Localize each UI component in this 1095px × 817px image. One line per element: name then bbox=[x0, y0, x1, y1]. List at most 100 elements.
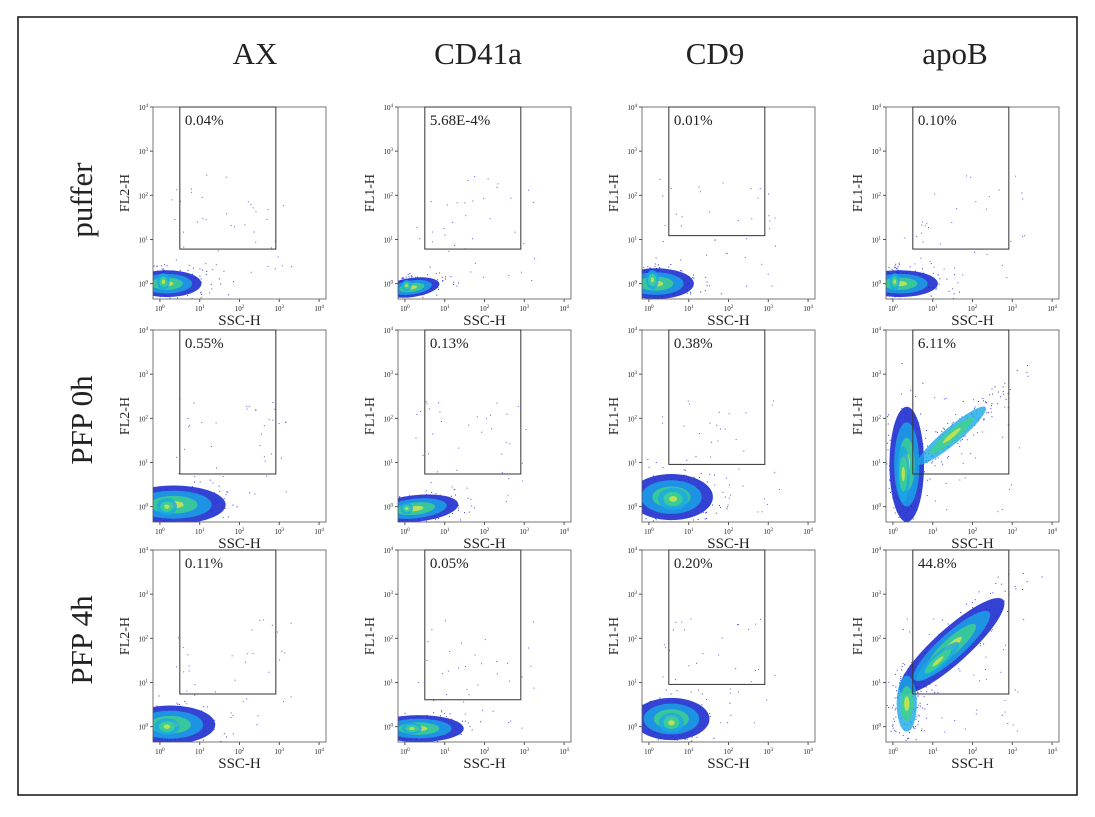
dot bbox=[487, 178, 489, 180]
dot bbox=[720, 722, 722, 724]
dot bbox=[247, 201, 249, 203]
dot bbox=[248, 405, 250, 407]
dot bbox=[1016, 370, 1018, 372]
dot bbox=[973, 434, 975, 436]
scatter-panel: 0.04%100100101101102102103103104104SSC-H… bbox=[118, 104, 327, 329]
dot bbox=[425, 490, 427, 492]
dot bbox=[975, 201, 977, 203]
dot bbox=[921, 728, 923, 730]
y-tick-label: 102 bbox=[384, 635, 394, 643]
tick-base: 10 bbox=[139, 415, 147, 423]
y-tick-label: 101 bbox=[139, 679, 149, 687]
y-tick-label: 102 bbox=[139, 635, 149, 643]
dot bbox=[917, 706, 919, 708]
dot bbox=[1003, 600, 1005, 602]
dot bbox=[222, 517, 224, 519]
dot bbox=[888, 465, 890, 467]
dot bbox=[728, 484, 730, 486]
dot bbox=[654, 265, 656, 267]
y-tick-label: 102 bbox=[384, 192, 394, 200]
x-axis-label: SSC-H bbox=[218, 313, 261, 329]
dot bbox=[225, 736, 227, 738]
dot bbox=[659, 178, 661, 180]
dot bbox=[898, 517, 900, 519]
dot bbox=[474, 175, 476, 177]
dot bbox=[469, 726, 471, 728]
y-tick-label: 101 bbox=[384, 459, 394, 467]
dot bbox=[220, 283, 222, 285]
dot bbox=[647, 266, 649, 268]
dot bbox=[179, 269, 181, 271]
tick-base: 10 bbox=[1047, 305, 1055, 313]
dot bbox=[690, 291, 692, 293]
dot bbox=[973, 408, 975, 410]
tick-base: 10 bbox=[275, 528, 283, 536]
dot bbox=[772, 400, 774, 402]
tick-base: 10 bbox=[628, 504, 636, 512]
dot bbox=[274, 268, 276, 270]
dot bbox=[914, 727, 916, 729]
tick-base: 10 bbox=[872, 504, 880, 512]
dot bbox=[169, 297, 171, 299]
tick-exponent: 4 bbox=[566, 528, 569, 533]
tick-base: 10 bbox=[480, 748, 488, 756]
gate-percentage: 5.68E-4% bbox=[430, 113, 490, 129]
dot bbox=[893, 720, 895, 722]
dot bbox=[728, 413, 730, 415]
dot bbox=[727, 722, 729, 724]
dot bbox=[973, 674, 975, 676]
dot bbox=[983, 418, 985, 420]
tick-exponent: 4 bbox=[391, 104, 394, 109]
dot bbox=[665, 689, 667, 691]
tick-exponent: 4 bbox=[1054, 305, 1057, 310]
density-cloud bbox=[409, 727, 415, 731]
dot bbox=[440, 420, 442, 422]
dot bbox=[891, 725, 893, 727]
tick-base: 10 bbox=[684, 305, 692, 313]
dot bbox=[214, 492, 216, 494]
tick-base: 10 bbox=[764, 305, 772, 313]
dot bbox=[470, 498, 472, 500]
x-tick-label: 104 bbox=[559, 748, 569, 756]
dot bbox=[1009, 389, 1011, 391]
dot bbox=[464, 720, 466, 722]
x-tick-label: 101 bbox=[928, 305, 938, 313]
dot bbox=[453, 281, 455, 283]
dot bbox=[933, 266, 935, 268]
x-tick-label: 100 bbox=[155, 528, 165, 536]
dot bbox=[946, 278, 948, 280]
dot bbox=[698, 432, 700, 434]
dot bbox=[894, 697, 896, 699]
dot bbox=[227, 516, 229, 518]
dot bbox=[926, 691, 928, 693]
dot bbox=[255, 409, 257, 411]
dot bbox=[659, 267, 661, 269]
dot bbox=[924, 708, 926, 710]
dot bbox=[266, 475, 268, 477]
dot bbox=[751, 218, 753, 220]
x-tick-label: 102 bbox=[724, 305, 734, 313]
dot bbox=[1014, 585, 1016, 587]
tick-base: 10 bbox=[628, 104, 636, 112]
dot bbox=[691, 736, 693, 738]
tick-base: 10 bbox=[520, 305, 528, 313]
dot bbox=[951, 221, 953, 223]
dot bbox=[205, 219, 207, 221]
tick-base: 10 bbox=[440, 748, 448, 756]
dot bbox=[959, 291, 961, 293]
x-tick-label: 101 bbox=[684, 305, 694, 313]
dot bbox=[901, 408, 903, 410]
y-tick-label: 100 bbox=[872, 724, 882, 732]
dot bbox=[714, 239, 716, 241]
dot bbox=[923, 696, 925, 698]
y-tick-label: 103 bbox=[872, 591, 882, 599]
tick-exponent: 0 bbox=[651, 305, 654, 310]
dot bbox=[946, 457, 948, 459]
dot bbox=[443, 228, 445, 230]
density-cloud bbox=[164, 504, 170, 509]
x-tick-label: 101 bbox=[928, 748, 938, 756]
dot bbox=[999, 396, 1001, 398]
dot bbox=[929, 478, 931, 480]
y-tick-label: 102 bbox=[872, 415, 882, 423]
tick-exponent: 0 bbox=[635, 281, 638, 286]
